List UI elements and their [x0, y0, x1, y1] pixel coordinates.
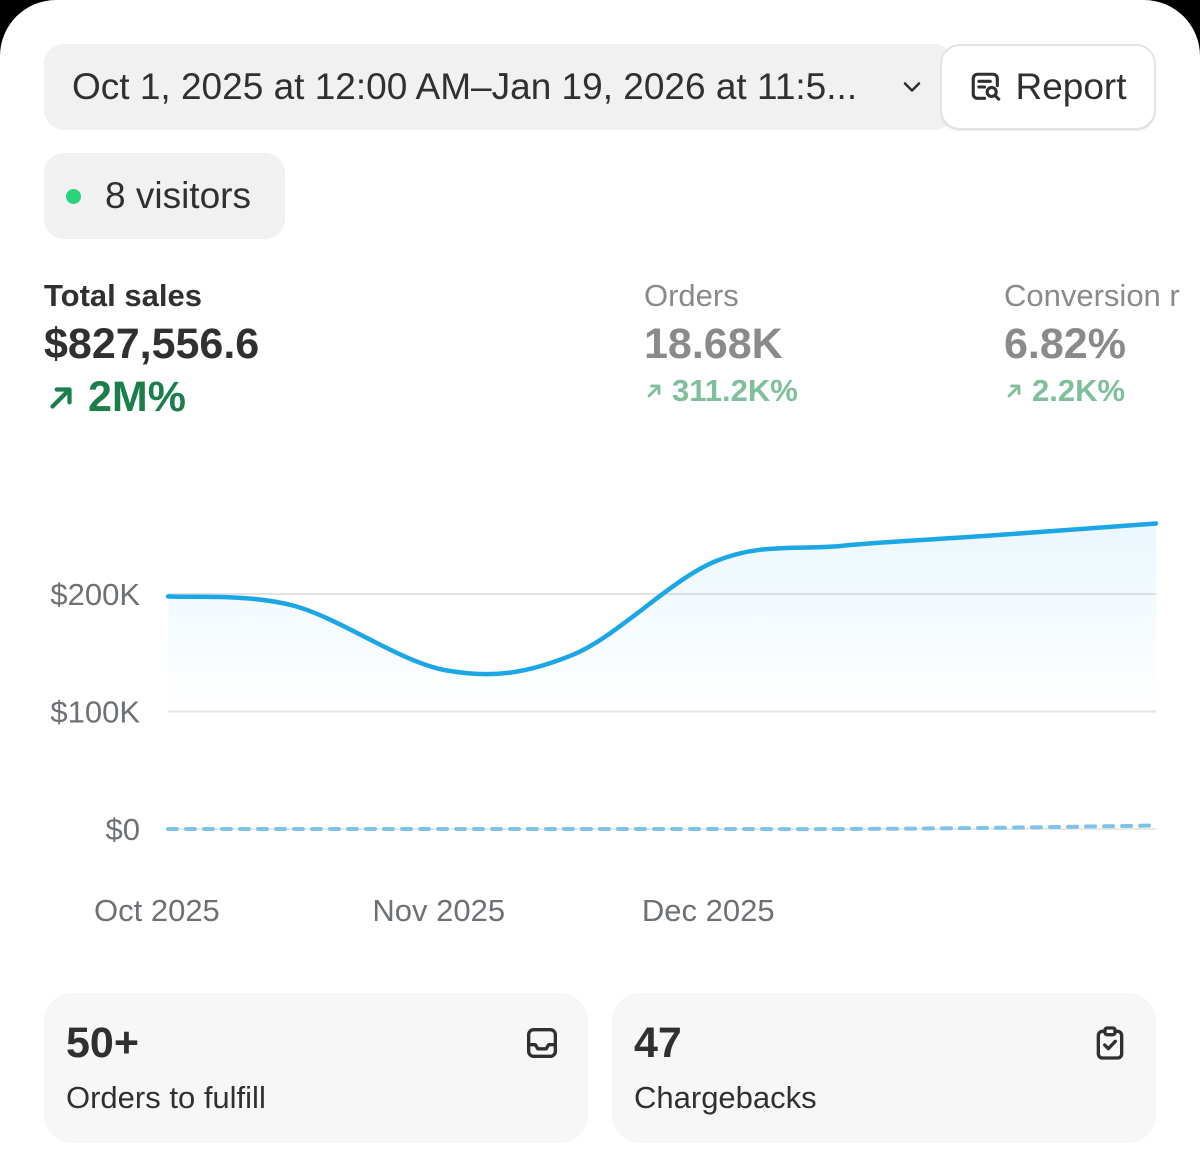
sales-area-fill [168, 523, 1156, 712]
arrow-up-right-icon [1007, 384, 1021, 398]
report-label: Report [1015, 66, 1127, 107]
arrow-up-right-icon [50, 386, 72, 409]
live-status-dot [66, 188, 81, 204]
metric-value: 6.82% [1004, 320, 1126, 368]
x-tick-label: Nov 2025 [372, 893, 505, 928]
metric-label: Total sales [44, 278, 202, 313]
live-visitors-badge[interactable]: 8 visitors [44, 153, 285, 239]
metric-label: Orders [644, 278, 739, 313]
chargebacks-card[interactable]: 47 Chargebacks [612, 993, 1156, 1143]
x-tick-label: Dec 2025 [642, 893, 775, 928]
sales-line-chart[interactable]: $0 $100K $200K Oct 2025 Nov 2025 Dec 2025 [0, 440, 1200, 960]
date-range-picker[interactable]: Oct 1, 2025 at 12:00 AM–Jan 19, 2026 at … [44, 44, 954, 130]
clipboard-check-icon [1096, 1026, 1124, 1060]
card-label: Orders to fulfill [66, 1080, 266, 1115]
metric-change: 311.2K% [644, 373, 798, 409]
card-value: 47 [634, 1019, 682, 1067]
x-tick-label: Oct 2025 [94, 893, 220, 928]
metric-change: 2.2K% [1004, 373, 1180, 409]
chevron-down-icon [903, 82, 921, 92]
metric-orders[interactable]: Orders 18.68K 311.2K% [644, 278, 798, 409]
inbox-icon [527, 1028, 557, 1058]
metric-value: 18.68K [644, 320, 783, 368]
metric-total-sales[interactable]: Total sales $827,556.6 2M% [44, 278, 259, 422]
y-tick-label: $200K [50, 577, 140, 612]
arrow-up-right-icon [647, 384, 661, 398]
comparison-series-line [166, 823, 1158, 832]
y-tick-label: $100K [50, 695, 140, 730]
metric-value: $827,556.6 [44, 320, 260, 368]
y-tick-label: $0 [106, 812, 140, 847]
sales-series-line [165, 521, 1159, 677]
report-search-icon [972, 72, 1001, 101]
date-range-text: Oct 1, 2025 at 12:00 AM–Jan 19, 2026 at … [72, 66, 858, 107]
metric-label: Conversion r [1004, 278, 1180, 313]
visitors-count: 8 visitors [105, 175, 251, 216]
metric-conversion-rate[interactable]: Conversion r 6.82% 2.2K% [1004, 278, 1180, 409]
card-label: Chargebacks [634, 1080, 817, 1115]
report-button[interactable]: Report [940, 44, 1156, 130]
orders-to-fulfill-card[interactable]: 50+ Orders to fulfill [44, 993, 588, 1143]
card-value: 50+ [66, 1019, 139, 1067]
metric-change: 2M% [44, 373, 259, 422]
